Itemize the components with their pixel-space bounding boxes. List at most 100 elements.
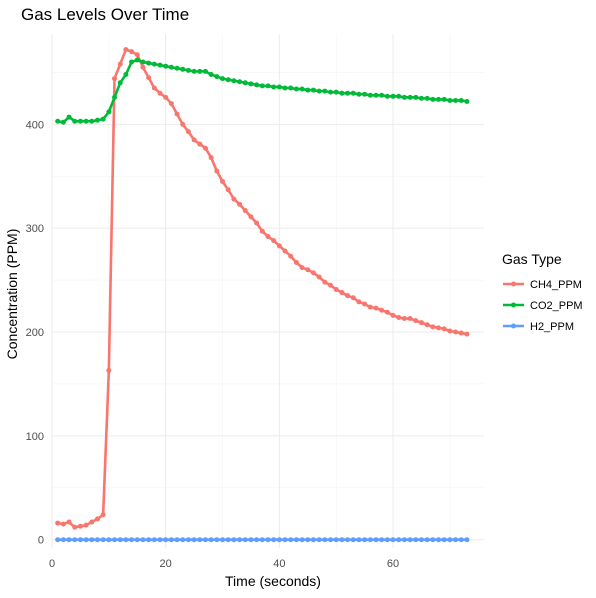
data-point [384, 537, 390, 543]
data-point [72, 118, 78, 124]
data-point [362, 91, 368, 97]
data-point [447, 537, 453, 543]
data-point [72, 537, 78, 543]
data-point [407, 537, 413, 543]
data-point [83, 537, 89, 543]
data-point [157, 62, 163, 68]
data-point [328, 282, 334, 288]
legend-item-ch4-ppm: CH4_PPM [503, 279, 582, 291]
data-point [390, 537, 396, 543]
legend-label: H2_PPM [530, 321, 574, 333]
y-axis-title: Concentration (PPM) [4, 229, 20, 360]
data-point [407, 316, 413, 322]
x-axis-ticks: 0 20 40 60 [49, 558, 399, 570]
data-point [60, 119, 66, 125]
data-point [66, 537, 72, 543]
data-point [146, 60, 152, 66]
data-point [100, 537, 106, 543]
data-point [271, 84, 277, 90]
data-point [242, 80, 248, 86]
data-point [242, 208, 248, 214]
data-point [333, 286, 339, 292]
data-point [180, 121, 186, 127]
data-point [328, 537, 334, 543]
data-point [293, 86, 299, 92]
data-point [60, 521, 66, 527]
data-point [345, 90, 351, 96]
data-point [254, 82, 260, 88]
data-point [151, 61, 157, 67]
data-point [430, 537, 436, 543]
data-point [441, 96, 447, 102]
data-point [66, 519, 72, 525]
data-point [407, 94, 413, 100]
data-point [117, 61, 123, 67]
data-point [254, 220, 260, 226]
data-point [83, 522, 89, 528]
data-point [367, 92, 373, 98]
data-point [458, 537, 464, 543]
data-point [328, 89, 334, 95]
data-point [180, 537, 186, 543]
data-point [60, 537, 66, 543]
data-point [356, 91, 362, 97]
data-point [293, 537, 299, 543]
data-point [220, 76, 226, 82]
data-point [168, 537, 174, 543]
data-point [350, 90, 356, 96]
legend-key-point [511, 323, 516, 329]
data-point [248, 537, 254, 543]
data-point [174, 111, 180, 117]
data-point [288, 537, 294, 543]
data-point [305, 87, 311, 93]
data-point [77, 118, 83, 124]
data-point [100, 512, 106, 518]
data-point [214, 537, 220, 543]
data-point [89, 537, 95, 543]
y-axis-ticks: 0 100 200 300 400 [26, 119, 44, 546]
data-point [197, 68, 203, 74]
data-point [396, 93, 402, 99]
data-point [55, 520, 61, 526]
data-point [191, 68, 197, 74]
data-point [339, 537, 345, 543]
data-point [94, 537, 100, 543]
data-point [168, 101, 174, 107]
data-point [94, 516, 100, 522]
data-point [185, 67, 191, 73]
data-point [276, 537, 282, 543]
legend-key-point [511, 302, 516, 308]
x-tick-label: 60 [387, 558, 399, 570]
data-point [202, 68, 208, 74]
data-point [146, 537, 152, 543]
data-point [185, 129, 191, 135]
data-point [436, 325, 442, 331]
data-point [163, 537, 169, 543]
data-point [339, 290, 345, 296]
data-point [151, 85, 157, 91]
series-h2-ppm [55, 537, 470, 543]
data-point [117, 80, 123, 86]
legend-item-h2-ppm: H2_PPM [503, 321, 574, 333]
data-point [248, 81, 254, 87]
data-point [396, 314, 402, 320]
data-point [112, 76, 118, 82]
data-point [390, 312, 396, 318]
data-point [123, 71, 129, 77]
data-point [89, 118, 95, 124]
data-point [413, 537, 419, 543]
data-point [157, 537, 163, 543]
data-point [401, 537, 407, 543]
data-point [350, 295, 356, 301]
data-point [191, 537, 197, 543]
data-point [254, 537, 260, 543]
data-point [390, 93, 396, 99]
data-point [129, 59, 135, 65]
data-point [208, 537, 214, 543]
data-point [134, 57, 140, 63]
data-point [259, 228, 265, 234]
data-point [237, 201, 243, 207]
y-tick-label: 400 [26, 119, 44, 131]
legend-title: Gas Type [502, 251, 562, 267]
data-point [265, 537, 271, 543]
